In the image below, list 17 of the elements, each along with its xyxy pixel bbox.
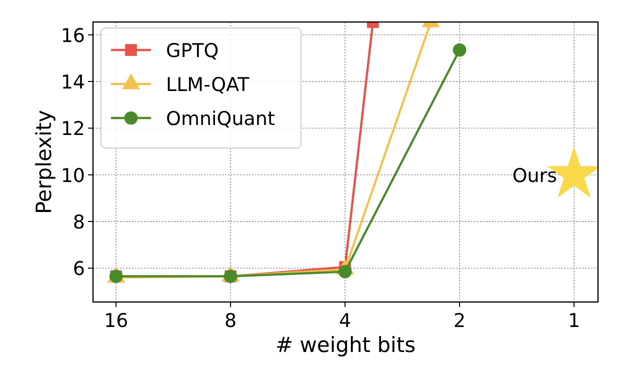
y-tick-label: 12 <box>60 118 85 140</box>
x-tick-label: 16 <box>104 310 128 332</box>
y-axis-title: Perplexity <box>32 110 56 214</box>
x-tick-label: 1 <box>568 310 580 332</box>
y-tick-label: 14 <box>60 72 85 94</box>
legend-label: LLM-QAT <box>166 74 250 96</box>
x-axis-title: # weight bits <box>275 333 416 357</box>
x-tick-label: 2 <box>454 310 466 332</box>
annotation: Ours <box>512 164 558 187</box>
x-tick-label: 4 <box>339 310 352 332</box>
y-tick-label: 16 <box>60 24 85 47</box>
y-tick-label: 8 <box>72 212 85 234</box>
legend-label: GPTQ <box>166 40 219 62</box>
y-tick-label: 6 <box>72 258 85 280</box>
x-tick-label: 8 <box>224 310 237 332</box>
legend-label: OmniQuant <box>166 108 275 130</box>
y-tick-label: 10 <box>60 164 85 187</box>
